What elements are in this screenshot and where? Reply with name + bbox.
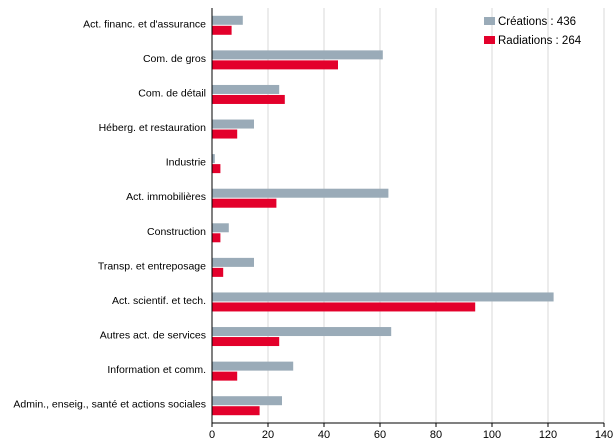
bar-creations-5 bbox=[212, 188, 389, 198]
bar-creations-1 bbox=[212, 50, 383, 60]
category-label-3: Héberg. et restauration bbox=[99, 122, 207, 134]
category-label-6: Construction bbox=[147, 226, 206, 238]
legend-label-creations: Créations : 436 bbox=[498, 16, 576, 28]
legend-swatch-radiations bbox=[484, 36, 495, 44]
x-tick-label-120: 120 bbox=[539, 429, 557, 441]
category-label-8: Act. scientif. et tech. bbox=[112, 295, 206, 307]
category-labels: Act. financ. et d'assurance Com. de gros C… bbox=[13, 18, 206, 410]
grid bbox=[267, 8, 605, 423]
bar-creations-2 bbox=[212, 84, 280, 94]
bar-radiations-9 bbox=[212, 337, 280, 347]
bar-radiations-7 bbox=[212, 267, 224, 277]
legend-label-radiations: Radiations : 264 bbox=[498, 35, 582, 47]
x-tick-label-20: 20 bbox=[262, 429, 274, 441]
category-label-10: Information et comm. bbox=[107, 364, 206, 376]
bar-radiations-10 bbox=[212, 371, 238, 381]
bar-creations-11 bbox=[212, 396, 282, 406]
bar-radiations-11 bbox=[212, 406, 260, 416]
category-label-4: Industrie bbox=[166, 157, 206, 169]
bar-creations-0 bbox=[212, 15, 243, 25]
bar-radiations-5 bbox=[212, 198, 277, 208]
bar-creations-4 bbox=[212, 154, 215, 164]
category-label-0: Act. financ. et d'assurance bbox=[83, 18, 206, 30]
x-tick-labels: 0 20 40 60 80 100 120 140 bbox=[209, 429, 613, 441]
bar-creations-7 bbox=[212, 257, 254, 267]
bar-creations-9 bbox=[212, 327, 392, 337]
category-label-1: Com. de gros bbox=[143, 53, 206, 65]
category-label-11: Admin., enseig., santé et actions social… bbox=[13, 399, 206, 411]
legend-swatch-creations bbox=[484, 17, 495, 25]
category-label-9: Autres act. de services bbox=[100, 330, 206, 342]
bar-creations-10 bbox=[212, 361, 294, 371]
bar-radiations-3 bbox=[212, 129, 238, 139]
bar-radiations-1 bbox=[212, 60, 338, 70]
category-label-7: Transp. et entreposage bbox=[98, 260, 206, 272]
x-tick-label-60: 60 bbox=[374, 429, 386, 441]
legend: Créations : 436 Radiations : 264 bbox=[484, 16, 582, 47]
x-tick-label-0: 0 bbox=[209, 429, 215, 441]
x-tick-label-40: 40 bbox=[318, 429, 330, 441]
category-label-5: Act. immobilières bbox=[126, 191, 206, 203]
x-tick-label-100: 100 bbox=[483, 429, 501, 441]
x-tick-label-140: 140 bbox=[595, 429, 613, 441]
bar-creations-6 bbox=[212, 223, 229, 233]
axes bbox=[211, 8, 605, 427]
bars bbox=[212, 15, 554, 416]
bar-creations-3 bbox=[212, 119, 254, 129]
bar-creations-8 bbox=[212, 292, 554, 302]
bar-radiations-2 bbox=[212, 94, 285, 104]
bar-radiations-4 bbox=[212, 164, 221, 174]
bar-radiations-6 bbox=[212, 233, 221, 243]
x-tick-label-80: 80 bbox=[430, 429, 442, 441]
bar-radiations-0 bbox=[212, 25, 232, 35]
category-label-2: Com. de détail bbox=[138, 87, 206, 99]
bar-radiations-8 bbox=[212, 302, 476, 312]
